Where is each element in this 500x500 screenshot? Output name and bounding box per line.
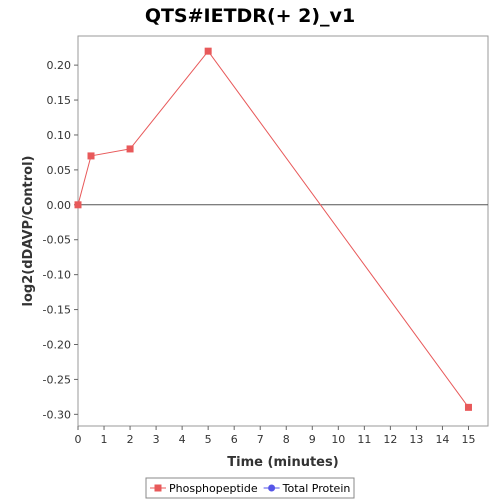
plot-area [77, 35, 489, 427]
x-tick-label: 7 [257, 433, 264, 446]
y-tick-label: -0.20 [43, 338, 71, 351]
y-tick-label: -0.10 [43, 269, 71, 282]
x-tick-label: 0 [75, 433, 82, 446]
y-tick-label: 0.00 [47, 199, 72, 212]
x-tick-label: 10 [331, 433, 345, 446]
y-tick-label: 0.05 [47, 164, 72, 177]
x-tick-label: 1 [101, 433, 108, 446]
legend: Phosphopeptide Total Protein [145, 477, 355, 499]
y-axis-ticks: 0.20 0.15 0.10 0.05 0.00 -0.05 -0.10 -0.15 -0.20… [43, 59, 78, 421]
x-tick-label: 5 [205, 433, 212, 446]
x-tick-label: 9 [309, 433, 316, 446]
x-tick-label: 3 [153, 433, 160, 446]
legend-label: Total Protein [282, 482, 351, 495]
data-point [126, 145, 134, 153]
x-tick-label: 15 [461, 433, 475, 446]
x-tick-label: 8 [283, 433, 290, 446]
data-point [204, 47, 212, 55]
y-tick-label: 0.20 [47, 59, 72, 72]
y-tick-label: -0.25 [43, 373, 71, 386]
x-tick-label: 13 [409, 433, 423, 446]
legend-label: Phosphopeptide [169, 482, 258, 495]
x-axis-ticks: 0 1 2 3 4 5 6 7 8 9 10 11 12 13 14 15 [75, 426, 475, 446]
y-tick-label: -0.05 [43, 234, 71, 247]
x-tick-label: 4 [179, 433, 186, 446]
x-tick-label: 2 [127, 433, 134, 446]
legend-marker [154, 484, 162, 492]
y-tick-label: 0.10 [47, 129, 72, 142]
data-point [464, 403, 472, 411]
y-tick-label: 0.15 [47, 94, 72, 107]
data-point [87, 152, 95, 160]
legend-items: Phosphopeptide Total Protein [150, 482, 350, 495]
x-axis-label: Time (minutes) [227, 455, 338, 470]
y-tick-label: -0.15 [43, 304, 71, 317]
legend-marker [268, 484, 276, 492]
x-tick-label: 12 [383, 433, 397, 446]
y-axis-label: log2(dDAVP/Control) [21, 156, 36, 307]
x-tick-label: 11 [357, 433, 371, 446]
x-tick-label: 14 [435, 433, 449, 446]
data-point [74, 201, 82, 209]
legend-box [145, 477, 355, 499]
series-layer [74, 47, 472, 411]
x-tick-label: 6 [231, 433, 238, 446]
y-tick-label: -0.30 [43, 408, 71, 421]
chart-title: QTS#IETDR(+ 2)_v1 [145, 5, 355, 27]
